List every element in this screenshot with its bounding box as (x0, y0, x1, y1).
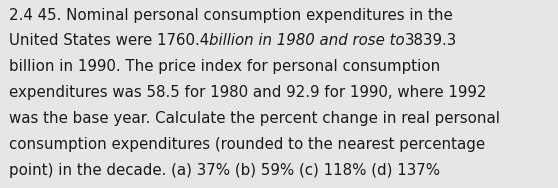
Text: billion in 1980 and rose to: billion in 1980 and rose to (209, 33, 405, 49)
Text: consumption expenditures (rounded to the nearest percentage: consumption expenditures (rounded to the… (9, 137, 485, 152)
Text: billion in 1990. The price index for personal consumption: billion in 1990. The price index for per… (9, 59, 440, 74)
Text: United States were 1760.4: United States were 1760.4 (9, 33, 209, 49)
Text: was the base year. Calculate the percent change in real personal: was the base year. Calculate the percent… (9, 111, 500, 126)
Text: point) in the decade. (a) 37% (b) 59% (c) 118% (d) 137%: point) in the decade. (a) 37% (b) 59% (c… (9, 163, 440, 178)
Text: 3839.3: 3839.3 (405, 33, 457, 49)
Text: expenditures was 58.5 for 1980 and 92.9 for 1990, where 1992: expenditures was 58.5 for 1980 and 92.9 … (9, 85, 487, 100)
Text: 2.4 45. Nominal personal consumption expenditures in the: 2.4 45. Nominal personal consumption exp… (9, 8, 453, 23)
